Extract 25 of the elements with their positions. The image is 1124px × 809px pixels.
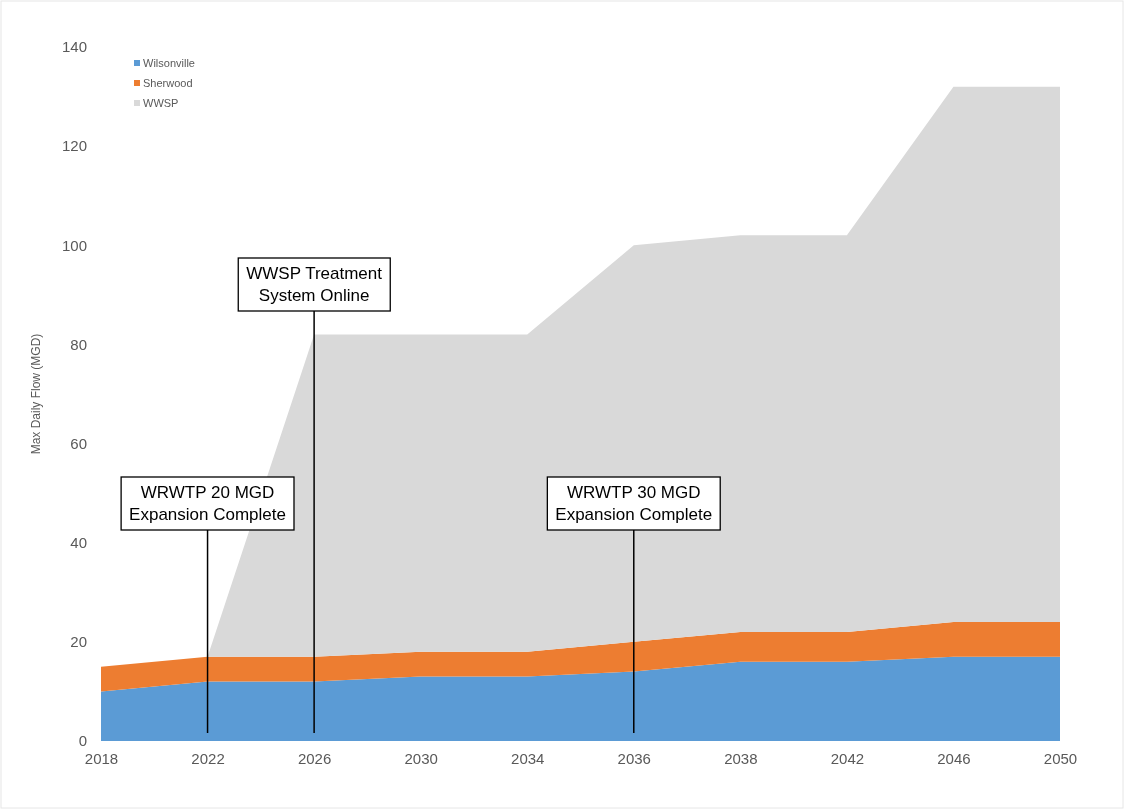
x-tick-label: 2018: [84, 749, 119, 767]
y-tick-label: 60: [70, 434, 87, 452]
y-tick-label: 20: [70, 633, 87, 651]
ref-line-label: WWSP Treatment System Online: [246, 264, 383, 305]
y-tick-label: 120: [61, 137, 87, 155]
y-tick-label: 0: [78, 732, 87, 750]
x-tick-label: 2042: [830, 749, 865, 767]
x-tick-label: 2050: [1043, 749, 1078, 767]
y-tick-label: 40: [70, 534, 87, 552]
legend-label: Sherwood: [143, 77, 193, 89]
y-tick-label: 80: [70, 335, 87, 353]
ref-line-label: WRWTP 20 MGD Expansion Complete: [129, 483, 286, 524]
y-tick-label: 140: [61, 38, 87, 56]
x-tick-label: 2022: [191, 749, 225, 767]
x-tick-label: 2046: [937, 749, 971, 767]
x-tick-label: 2038: [724, 749, 758, 767]
legend-label: WWSP: [143, 97, 179, 109]
x-tick-label: 2026: [297, 749, 332, 767]
x-tick-label: 2036: [617, 749, 651, 767]
x-tick-label: 2030: [404, 749, 438, 767]
y-axis-title: Max Daily Flow (MGD): [29, 333, 43, 455]
y-tick-label: 100: [61, 236, 87, 254]
x-tick-label: 2034: [511, 749, 545, 767]
legend-label: Wilsonville: [143, 57, 195, 69]
ref-line-label: WRWTP 30 MGD Expansion Complete: [555, 483, 713, 524]
